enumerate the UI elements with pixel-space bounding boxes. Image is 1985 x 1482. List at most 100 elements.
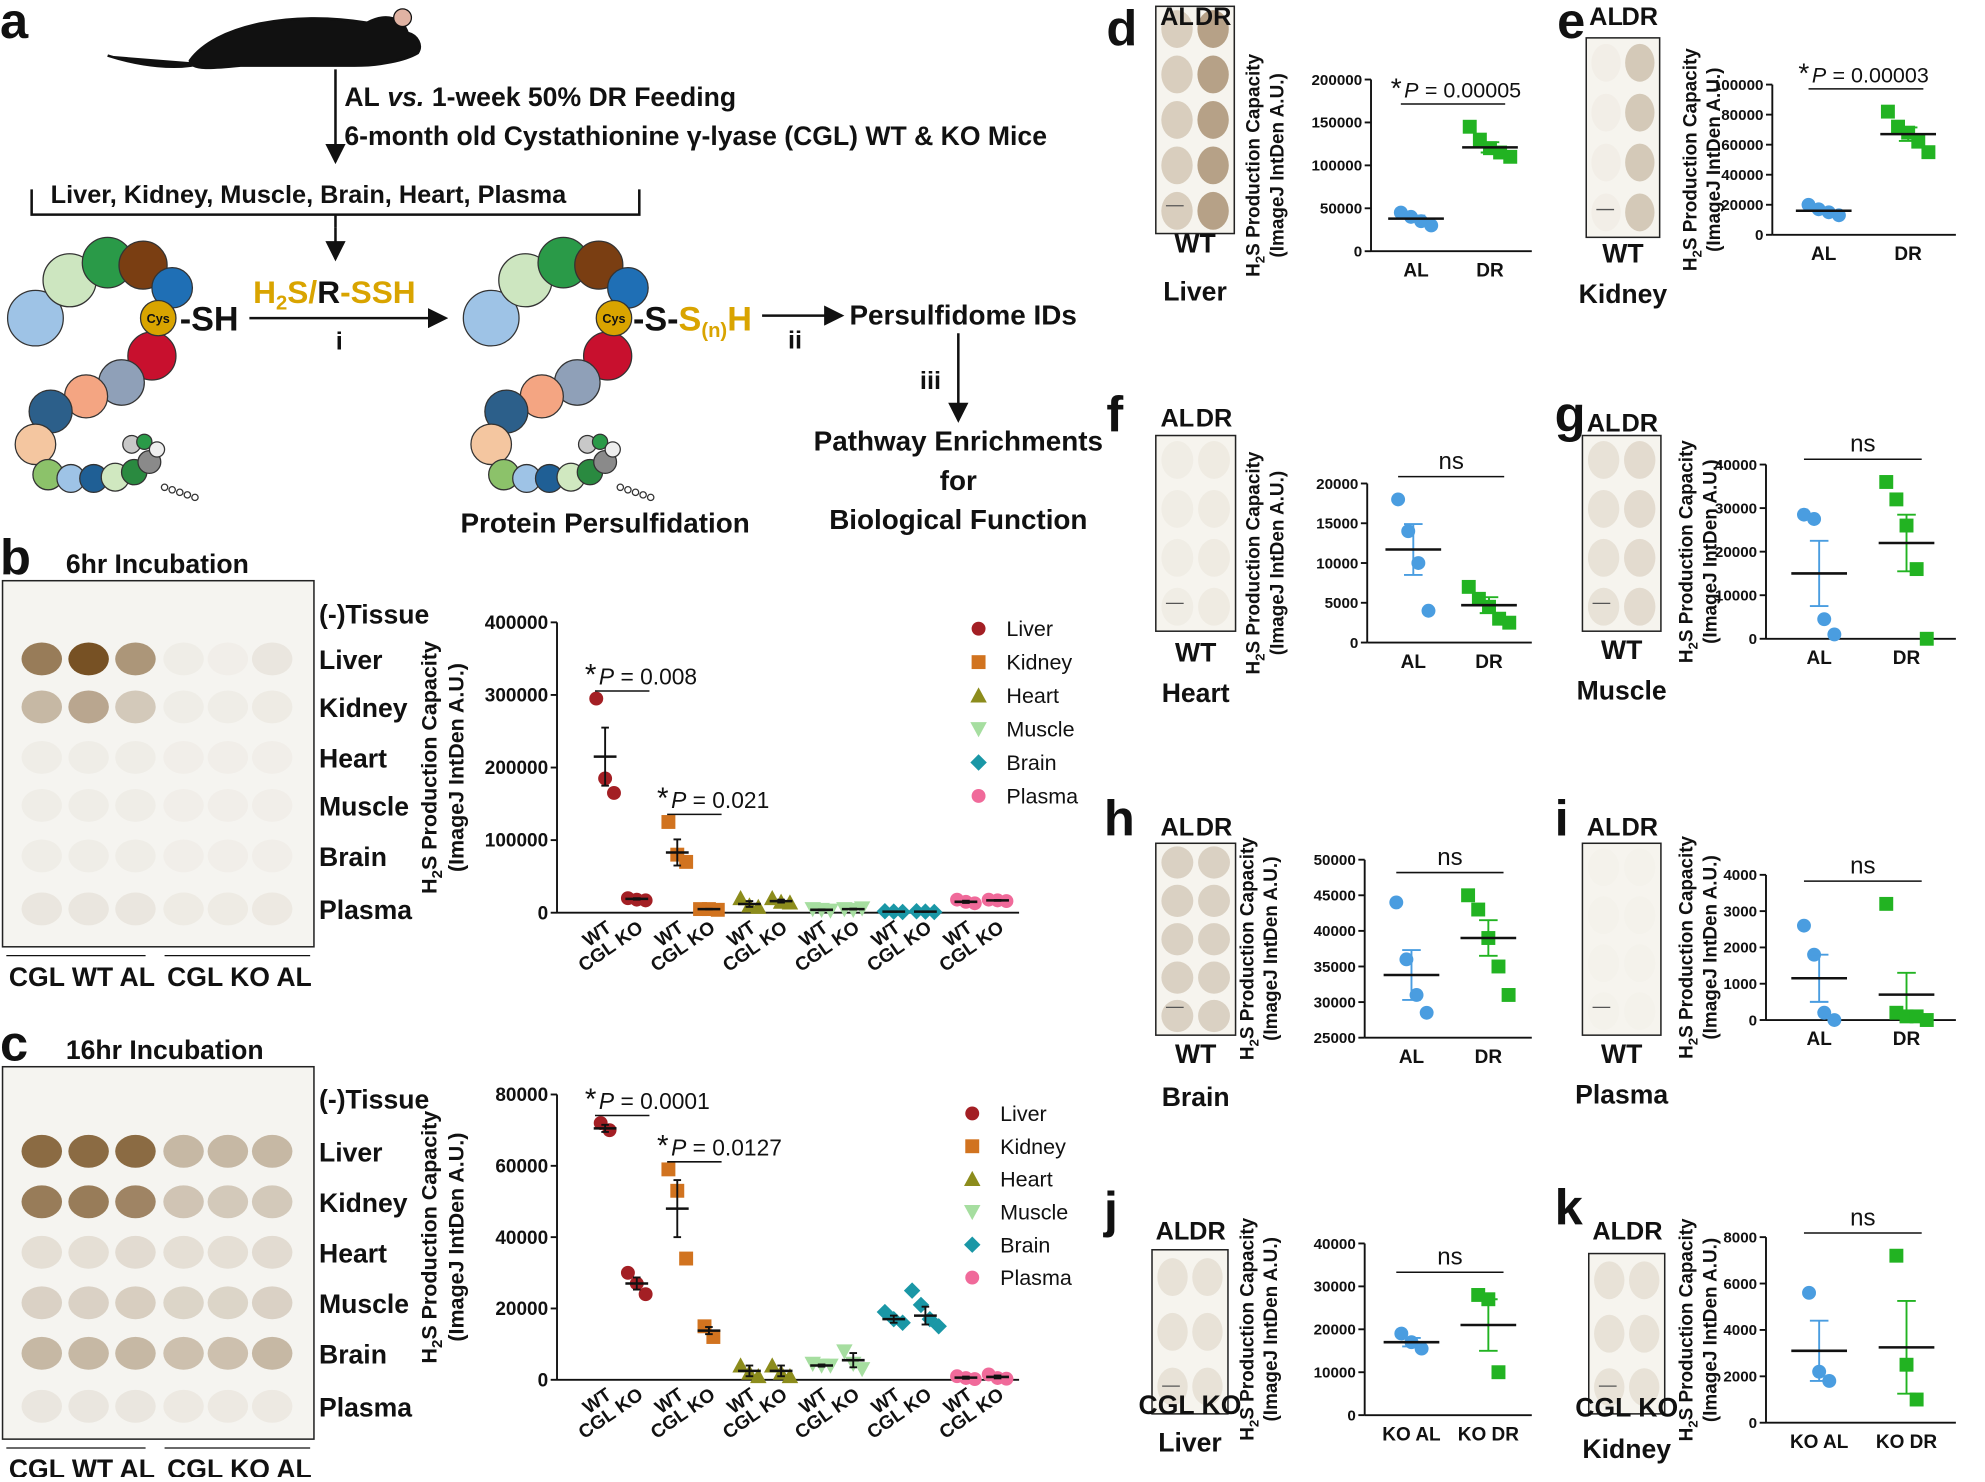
blot-spot — [1198, 489, 1230, 528]
blot-spot — [251, 1134, 293, 1168]
blot-spot — [163, 839, 204, 872]
legend-marker — [970, 687, 987, 703]
data-point — [1911, 134, 1926, 149]
data-point — [1461, 888, 1476, 903]
blot-spot — [163, 1286, 204, 1320]
blot-spot — [68, 1134, 109, 1168]
step-label: iii — [920, 367, 941, 395]
x-tick-label: CGL KO — [936, 917, 1008, 976]
step-label: i — [336, 328, 343, 356]
blot-spot — [115, 1336, 156, 1370]
x-tick-label: DR — [1475, 652, 1503, 673]
y-tick-label: 30000 — [1314, 994, 1356, 1011]
x-tick-label: KO DR — [1876, 1432, 1937, 1453]
blot-spot — [1157, 1258, 1188, 1297]
data-point — [1414, 1341, 1429, 1356]
data-point — [1827, 627, 1842, 642]
y-tick-label: 0 — [1354, 244, 1362, 261]
feeding-text: AL vs. 1-week 50% DR Feeding — [344, 82, 736, 112]
y-axis-label: (ImageJ IntDen A.U.) — [445, 663, 469, 872]
blot-spot — [21, 892, 63, 926]
y-tick-label: 20000 — [1721, 197, 1763, 214]
feeding-text-part: 1-week 50% DR Feeding — [432, 82, 736, 112]
y-axis-label: (ImageJ IntDen A.U.) — [1700, 459, 1721, 643]
blot-spot — [115, 1185, 156, 1219]
data-point — [1909, 562, 1924, 577]
step-label: ii — [788, 326, 802, 354]
blot-spot — [1625, 143, 1655, 182]
blot-spot — [1625, 43, 1655, 82]
p-value: * P = 0.00005 — [1391, 73, 1521, 104]
data-point — [836, 1344, 853, 1360]
p-value-part: = 0.008 — [620, 664, 697, 690]
cys-label: Cys — [147, 312, 170, 326]
legend-marker — [965, 1139, 980, 1154]
blot-row-label: Heart — [319, 744, 387, 774]
y-tick-label: 30000 — [1715, 500, 1757, 517]
residue-tail — [624, 486, 632, 494]
panel-letter: b — [0, 528, 31, 585]
blot-spot — [115, 741, 156, 774]
blot-spot — [1624, 992, 1655, 1030]
data-point — [1411, 556, 1426, 570]
blot-spot — [21, 1286, 63, 1320]
panel-letter: h — [1104, 790, 1135, 847]
blot-spot — [1594, 1368, 1625, 1407]
blot-spot — [1198, 587, 1230, 626]
x-tick-label: AL — [1807, 648, 1832, 669]
blot-spot — [1624, 896, 1655, 934]
residue-bead — [591, 433, 609, 451]
p-value-part: P — [599, 664, 615, 690]
panel-letter: a — [0, 0, 29, 49]
y-tick-label: 2000 — [1723, 1369, 1757, 1386]
cys-bead — [595, 299, 633, 337]
p-value-part: * — [1798, 58, 1809, 89]
y-axis-label-part: H — [1677, 1045, 1698, 1059]
x-tick-label: CGL KO — [864, 1384, 936, 1443]
blot-row-label: Muscle — [319, 1289, 409, 1319]
blot-spot — [1161, 489, 1194, 528]
blot-membrane — [1155, 5, 1236, 235]
legend-label: Heart — [1000, 1168, 1053, 1192]
data-point — [1419, 1005, 1434, 1020]
legend-marker — [970, 754, 987, 771]
residue-tail — [183, 491, 192, 499]
blot-spot — [1629, 1314, 1660, 1353]
blot-spot — [1588, 992, 1619, 1030]
data-point — [732, 889, 749, 906]
significance-label: ns — [1437, 1244, 1462, 1271]
blot-spot — [68, 892, 109, 926]
blot-spot — [163, 690, 204, 724]
blot-column-label: DR — [1196, 405, 1233, 433]
protein-text: Protein Persulfidation — [461, 508, 750, 539]
y-tick-label: 50000 — [1320, 201, 1362, 218]
y-tick-label: 40000 — [1314, 923, 1356, 940]
blot-label: Brain — [1162, 1082, 1230, 1112]
residue-bead — [604, 441, 621, 458]
y-axis-label-part: S Production Capacity — [1677, 835, 1698, 1037]
x-tick-label: KO AL — [1382, 1424, 1440, 1445]
data-point — [999, 1371, 1014, 1386]
data-point — [750, 898, 767, 914]
y-tick-label: 200000 — [485, 758, 548, 779]
data-point — [781, 1368, 799, 1384]
blot-spot — [208, 643, 249, 676]
residue-tail — [639, 491, 647, 499]
y-tick-label: 150000 — [1312, 115, 1363, 132]
p-value-part: * — [585, 659, 597, 692]
data-point — [967, 896, 982, 911]
data-point — [1817, 1005, 1832, 1020]
blot-spot — [115, 839, 156, 873]
y-axis-label-part: H — [418, 1348, 442, 1363]
blot-spot — [251, 1235, 293, 1269]
data-point — [1880, 104, 1895, 119]
blot-spot — [163, 1235, 204, 1269]
blot-spot — [163, 1134, 204, 1168]
blot-column-label: AL — [1587, 814, 1621, 842]
blot-membrane — [1581, 434, 1662, 632]
y-tick-label: 20000 — [495, 1299, 548, 1320]
blot-spot — [115, 1235, 156, 1269]
blot-spot — [1629, 1261, 1660, 1300]
